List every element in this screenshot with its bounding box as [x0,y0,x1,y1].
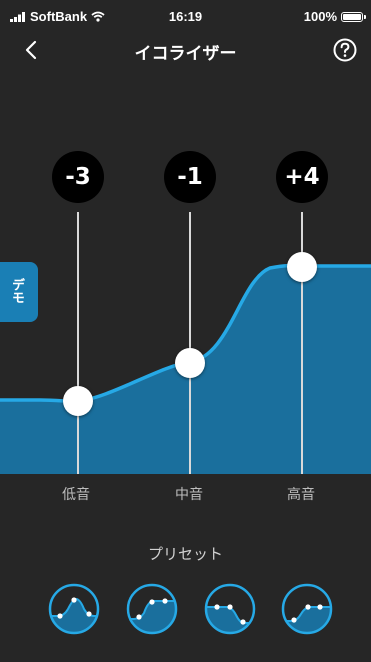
eq-curve-line [0,263,371,404]
preset-title: プリセット [147,545,223,563]
nav-bar: イコライザー [0,30,371,70]
back-button[interactable] [18,36,46,64]
preset-button-2[interactable] [126,583,178,635]
status-left: SoftBank [10,9,105,24]
signal-bars-icon [10,11,25,22]
wifi-icon [91,11,105,22]
mid-label: 中音 [175,487,203,503]
status-bar: SoftBank 16:19 100% [0,0,371,30]
preset-falling-curve-icon [204,583,256,635]
page-title: イコライザー [134,44,237,64]
status-right: 100% [303,9,366,24]
chevron-left-icon [25,40,37,60]
mid-value-badge: -1 [164,151,216,203]
mid-slider-knob[interactable] [175,348,205,378]
treble-slider-track[interactable] [301,212,303,474]
bass-value-badge: -3 [52,151,104,203]
preset-peak-curve-icon [48,583,100,635]
treble-label: 高音 [287,487,315,503]
preset-rising-curve-icon [126,583,178,635]
status-time: 16:19 [168,9,203,24]
bass-label: 低音 [62,487,90,503]
bass-slider-track[interactable] [77,212,79,474]
help-button[interactable] [332,37,358,63]
battery-icon [341,11,366,22]
preset-button-1[interactable] [48,583,100,635]
bass-slider-knob[interactable] [63,386,93,416]
preset-button-3[interactable] [204,583,256,635]
question-circle-icon [333,38,357,62]
demo-tab[interactable]: デモ [0,262,38,322]
preset-step-up-curve-icon [281,583,333,635]
preset-button-4[interactable] [281,583,333,635]
treble-value-badge: +4 [276,151,328,203]
mid-slider-track[interactable] [189,212,191,474]
treble-slider-knob[interactable] [287,252,317,282]
battery-percent: 100% [303,9,337,24]
carrier-name: SoftBank [30,9,88,24]
demo-label: デモ [9,278,24,304]
